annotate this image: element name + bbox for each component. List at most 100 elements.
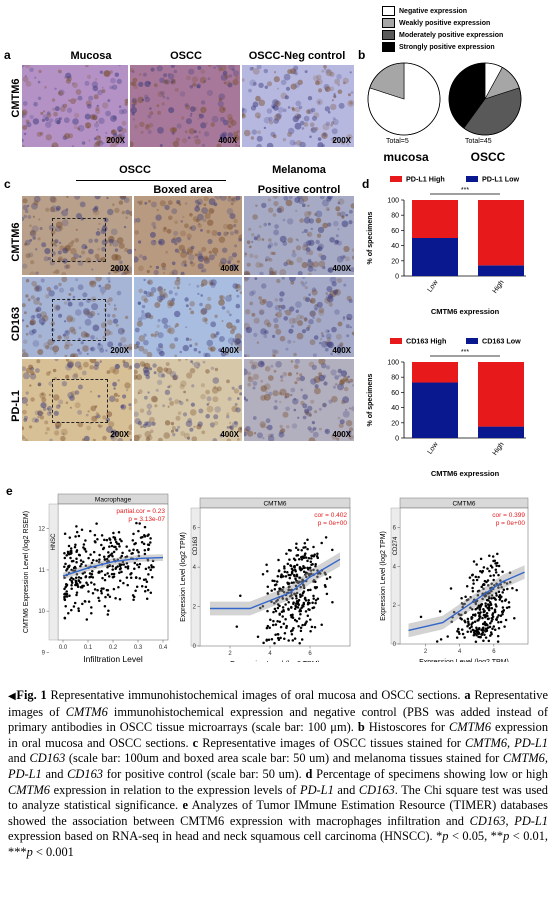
data-point (283, 570, 287, 573)
cell-nucleus (305, 247, 311, 252)
cell-nucleus (30, 397, 35, 402)
cell-nucleus (91, 268, 94, 271)
data-point (63, 556, 67, 560)
data-point (75, 561, 78, 564)
cell-nucleus (23, 214, 27, 219)
cell-nucleus (176, 123, 182, 129)
cell-nucleus (181, 116, 185, 120)
cell-nucleus (197, 65, 202, 70)
cell-nucleus (184, 202, 188, 205)
cell-nucleus (29, 224, 32, 227)
cell-nucleus (41, 242, 47, 248)
caption-segment: Percentage of specimens showing low or h… (312, 766, 548, 781)
cell-nucleus (170, 127, 176, 134)
cell-nucleus (180, 271, 185, 275)
cell-nucleus (118, 65, 121, 67)
data-point (285, 626, 288, 630)
data-point (96, 589, 99, 592)
cell-nucleus (235, 196, 241, 201)
cell-nucleus (101, 239, 108, 246)
cell-nucleus (208, 208, 215, 214)
cell-nucleus (45, 134, 52, 141)
cell-nucleus (203, 256, 210, 262)
data-point (75, 591, 79, 594)
data-point (120, 570, 123, 574)
cell-nucleus (58, 282, 62, 287)
data-point (105, 557, 109, 561)
data-point (312, 594, 315, 598)
cell-nucleus (260, 423, 266, 429)
cell-nucleus (215, 331, 220, 335)
data-point (146, 534, 149, 538)
data-point (137, 551, 140, 554)
data-point (291, 614, 294, 618)
cell-nucleus (319, 338, 323, 341)
cell-nucleus (213, 385, 217, 389)
cell-nucleus (129, 438, 132, 441)
cell-nucleus (209, 347, 214, 352)
cell-nucleus (108, 272, 111, 275)
cell-nucleus (252, 416, 257, 420)
cell-nucleus (229, 213, 236, 220)
cell-nucleus (30, 229, 36, 236)
cell-nucleus (123, 197, 130, 203)
cell-nucleus (73, 331, 77, 335)
cell-nucleus (109, 85, 113, 90)
cell-nucleus (257, 360, 265, 368)
cell-nucleus (228, 125, 231, 128)
cell-nucleus (346, 334, 350, 338)
cell-nucleus (24, 239, 31, 246)
cell-nucleus (279, 291, 285, 297)
cell-nucleus (95, 412, 99, 416)
cell-nucleus (141, 312, 148, 320)
fit-line (62, 556, 164, 577)
data-point (455, 636, 459, 639)
data-point (82, 546, 85, 549)
data-point (308, 601, 311, 605)
cell-nucleus (314, 307, 318, 311)
cell-nucleus (61, 277, 68, 283)
cell-nucleus (134, 374, 138, 380)
cell-nucleus (235, 319, 240, 324)
data-point (118, 571, 121, 574)
cell-nucleus (293, 352, 297, 357)
cell-nucleus (268, 242, 274, 248)
data-point (482, 639, 485, 642)
cell-nucleus (265, 258, 268, 262)
data-point (125, 562, 129, 565)
cell-nucleus (142, 366, 150, 373)
cell-nucleus (202, 317, 208, 323)
cell-nucleus (70, 247, 77, 255)
cell-nucleus (342, 410, 350, 418)
cell-nucleus (347, 430, 352, 435)
cell-nucleus (79, 201, 86, 208)
cell-nucleus (115, 265, 123, 273)
cell-nucleus (182, 215, 185, 218)
data-point (138, 522, 141, 525)
cell-nucleus (251, 67, 254, 70)
cell-nucleus (136, 345, 140, 349)
data-point (295, 542, 298, 546)
cell-nucleus (29, 384, 32, 387)
cell-nucleus (61, 209, 69, 217)
cell-nucleus (34, 196, 41, 203)
data-point (302, 601, 306, 605)
cell-nucleus (45, 345, 50, 350)
data-point (484, 630, 487, 633)
cell-nucleus (67, 301, 73, 307)
cell-nucleus (68, 99, 71, 102)
cell-nucleus (110, 135, 116, 142)
cell-nucleus (109, 70, 113, 74)
data-point (74, 543, 77, 547)
cell-nucleus (23, 437, 26, 440)
data-point (63, 552, 66, 555)
cell-nucleus (319, 427, 322, 431)
cell-nucleus (32, 236, 36, 240)
cell-nucleus (325, 365, 331, 370)
cell-nucleus (307, 265, 314, 272)
cell-nucleus (321, 334, 325, 338)
cell-nucleus (50, 196, 57, 203)
cell-nucleus (142, 72, 147, 77)
cell-nucleus (31, 202, 38, 210)
legend-swatch (382, 6, 395, 16)
